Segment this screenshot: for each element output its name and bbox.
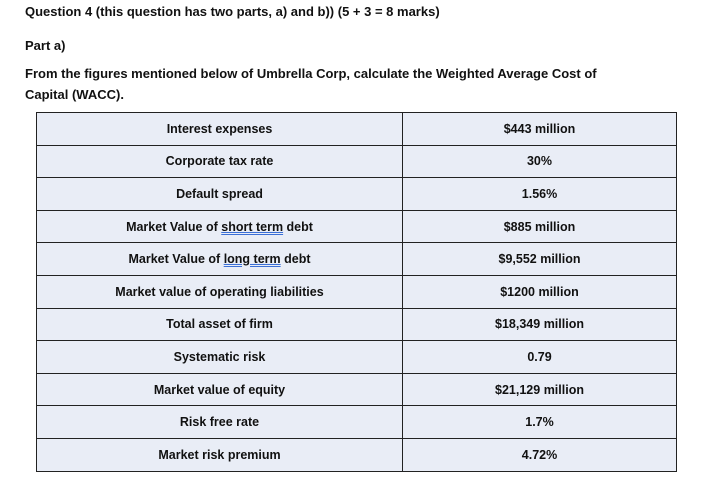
row-label: Market Value of short term debt [36, 209, 403, 244]
row-label: Interest expenses [36, 112, 403, 146]
grammar-flagged-text[interactable]: short term [221, 219, 284, 234]
row-label: Market value of equity [36, 372, 403, 407]
table-row: Systematic risk 0.79 [36, 340, 677, 374]
table-row: Market value of equity $21,129 million [36, 372, 677, 407]
row-value: 0.79 [402, 340, 677, 374]
instruction-line-2: Capital (WACC). [25, 87, 124, 102]
row-value: $443 million [402, 112, 677, 146]
row-value: 1.7% [402, 405, 677, 439]
row-label: Default spread [36, 177, 403, 211]
label-text: Market Value of [126, 219, 222, 234]
table-row: Risk free rate 1.7% [36, 405, 677, 439]
table-row: Market value of operating liabilities $12… [36, 274, 677, 309]
row-value: 4.72% [402, 437, 677, 472]
table-row: Default spread 1.56% [36, 177, 677, 211]
row-label: Market Value of long term debt [36, 242, 403, 276]
grammar-flagged-text[interactable]: long term [223, 252, 281, 267]
row-label: Risk free rate [36, 405, 403, 439]
table-row: Corporate tax rate 30% [36, 144, 677, 179]
label-text: debt [280, 252, 311, 267]
row-label: Market risk premium [36, 437, 403, 472]
instruction-line-1: From the figures mentioned below of Umbr… [25, 66, 597, 81]
row-value: $21,129 million [402, 372, 677, 407]
label-text: Market Value of [128, 252, 224, 267]
row-value: 30% [402, 144, 677, 179]
row-value: 1.56% [402, 177, 677, 211]
part-label: Part a) [25, 38, 66, 53]
row-label: Market value of operating liabilities [36, 274, 403, 309]
question-title: Question 4 (this question has two parts,… [25, 4, 440, 19]
row-value: $9,552 million [402, 242, 677, 276]
table-row: Total asset of firm $18,349 million [36, 307, 677, 342]
table-row: Market Value of long term debt $9,552 mil… [36, 242, 677, 276]
data-table: Interest expenses $443 million Corporate … [36, 112, 677, 472]
label-text: debt [283, 219, 313, 234]
table-row: Interest expenses $443 million [36, 112, 677, 146]
row-value: $885 million [402, 209, 677, 244]
row-label: Total asset of firm [36, 307, 403, 342]
row-label: Corporate tax rate [36, 144, 403, 179]
row-value: $18,349 million [402, 307, 677, 342]
row-label: Systematic risk [36, 340, 403, 374]
table-row: Market Value of short term debt $885 mill… [36, 209, 677, 244]
table-row: Market risk premium 4.72% [36, 437, 677, 472]
row-value: $1200 million [402, 274, 677, 309]
